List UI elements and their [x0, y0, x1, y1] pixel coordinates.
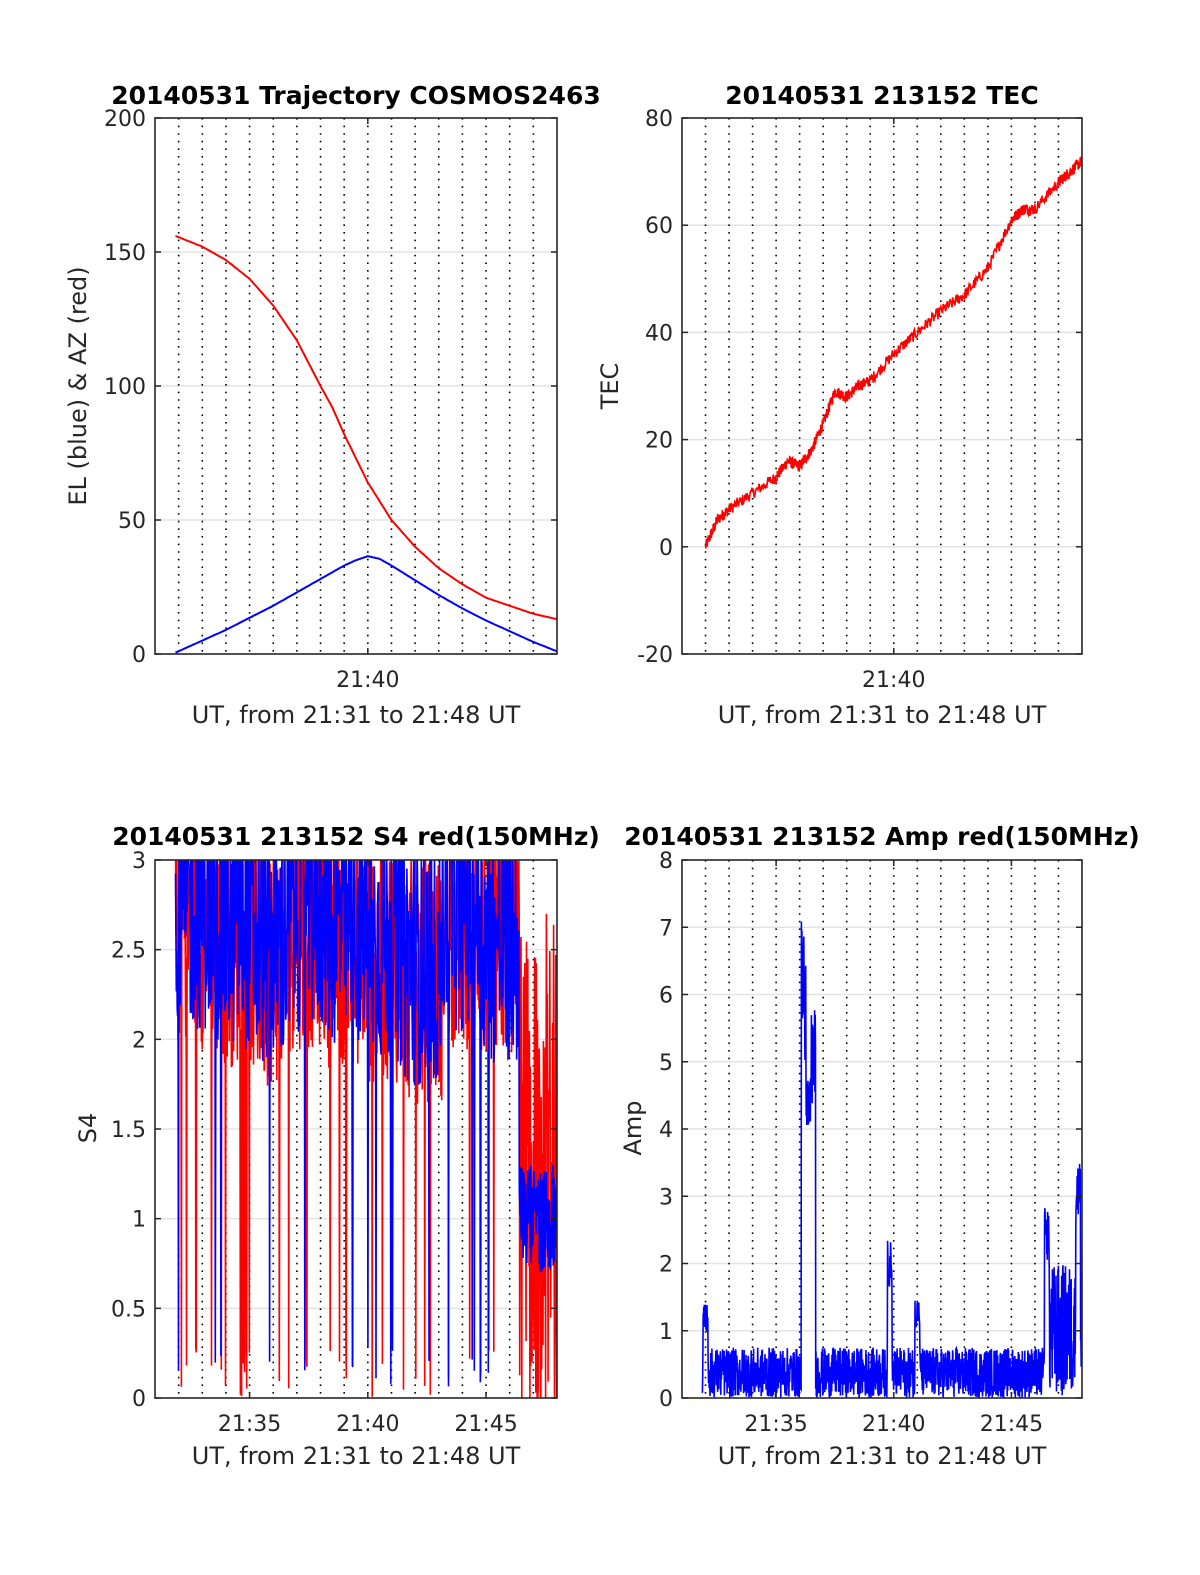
tec-panel: 20140531 213152 TEC UT, from 21:31 to 21… — [596, 81, 1083, 729]
y-tick-label: 60 — [645, 214, 673, 239]
s4-panel: 20140531 213152 S4 red(150MHz) UT, from … — [74, 822, 600, 1470]
x-tick-label: 21:40 — [336, 1412, 399, 1437]
series-line-0 — [175, 234, 557, 621]
amp-panel: 20140531 213152 Amp red(150MHz) UT, from… — [619, 822, 1140, 1470]
y-tick-label: 0 — [659, 1387, 673, 1412]
amp-xlabel: UT, from 21:31 to 21:48 UT — [718, 1442, 1047, 1470]
y-tick-label: 1 — [659, 1320, 673, 1345]
trajectory-xlabel: UT, from 21:31 to 21:48 UT — [192, 701, 521, 729]
y-tick-label: 6 — [659, 984, 673, 1009]
plot-area — [701, 921, 1082, 1398]
amp-title: 20140531 213152 Amp red(150MHz) — [624, 822, 1140, 851]
plot-area — [175, 234, 557, 654]
y-tick-label: 80 — [645, 107, 673, 132]
y-tick-label: 0.5 — [111, 1297, 146, 1322]
x-tick-label: 21:40 — [862, 668, 925, 693]
axes-box — [681, 117, 1083, 655]
y-tick-label: 20 — [645, 429, 673, 454]
x-tick-label: 21:45 — [454, 1412, 517, 1437]
y-tick-label: 1 — [132, 1208, 146, 1233]
y-tick-label: 0 — [132, 1387, 146, 1412]
y-tick-label: 0 — [132, 643, 146, 668]
y-tick-label: 5 — [659, 1051, 673, 1076]
y-tick-label: 3 — [132, 849, 146, 874]
y-tick-label: 0 — [659, 536, 673, 561]
y-tick-label: -20 — [637, 643, 673, 668]
series-line-0 — [701, 921, 1082, 1398]
x-tick-label: 21:45 — [980, 1412, 1043, 1437]
x-tick-label: 21:35 — [218, 1412, 281, 1437]
y-tick-label: 2 — [132, 1028, 146, 1053]
s4-xlabel: UT, from 21:31 to 21:48 UT — [192, 1442, 521, 1470]
trajectory-ylabel: EL (blue) & AZ (red) — [64, 266, 92, 505]
y-tick-label: 8 — [659, 849, 673, 874]
y-tick-label: 150 — [104, 241, 146, 266]
amp-ylabel: Amp — [619, 1100, 647, 1155]
s4-ylabel: S4 — [74, 1113, 102, 1144]
tec-title: 20140531 213152 TEC — [725, 81, 1038, 110]
trajectory-title: 20140531 Trajectory COSMOS2463 — [111, 81, 601, 110]
plot-area — [174, 860, 557, 1398]
trajectory-panel: 20140531 Trajectory COSMOS2463 UT, from … — [64, 81, 601, 729]
x-tick-label: 21:35 — [744, 1412, 807, 1437]
y-tick-label: 100 — [104, 375, 146, 400]
tec-xlabel: UT, from 21:31 to 21:48 UT — [718, 701, 1047, 729]
y-tick-label: 1.5 — [111, 1118, 146, 1143]
x-tick-label: 21:40 — [862, 1412, 925, 1437]
series-line-1 — [175, 555, 557, 654]
y-tick-label: 7 — [659, 916, 673, 941]
y-tick-label: 3 — [659, 1185, 673, 1210]
series-line-1 — [174, 860, 557, 1387]
y-tick-label: 50 — [118, 509, 146, 534]
plot-area — [704, 155, 1082, 549]
x-tick-label: 21:40 — [336, 668, 399, 693]
y-tick-label: 4 — [659, 1118, 673, 1143]
y-tick-label: 2 — [659, 1253, 673, 1278]
s4-title: 20140531 213152 S4 red(150MHz) — [112, 822, 600, 851]
tec-ylabel: TEC — [596, 363, 624, 411]
series-line-0 — [704, 155, 1082, 549]
y-tick-label: 200 — [104, 107, 146, 132]
y-tick-label: 2.5 — [111, 939, 146, 964]
y-tick-label: 40 — [645, 321, 673, 346]
